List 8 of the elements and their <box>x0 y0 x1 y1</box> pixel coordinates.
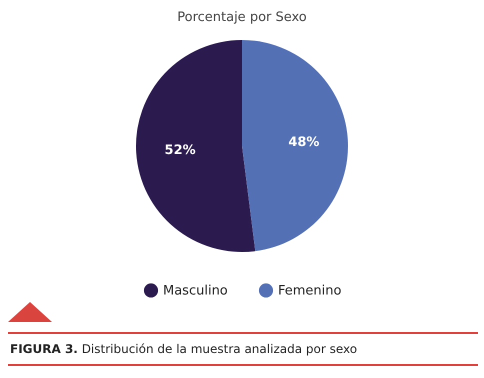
data-label: 48% <box>288 135 320 150</box>
text: FIGURA 3. Distribución de la muestra analizada por sexo <box>10 342 358 356</box>
pie-slice <box>136 40 256 252</box>
legend-label: Masculino <box>163 283 228 298</box>
chart-title: Porcentaje por Sexo <box>177 10 307 25</box>
data-label: 52% <box>164 142 196 158</box>
pie-slice <box>242 40 348 252</box>
legend-label: Femenino <box>278 283 342 298</box>
